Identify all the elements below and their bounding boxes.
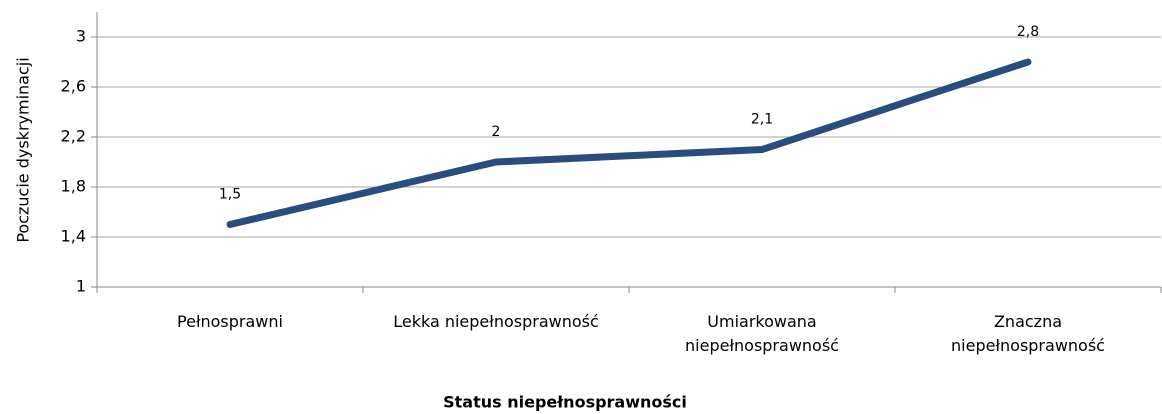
data-label: 2 [492, 124, 501, 140]
x-tick-label: Znaczna niepełnosprawność [951, 312, 1105, 355]
data-label: 2,8 [1017, 24, 1039, 40]
y-tick-label: 3 [76, 27, 86, 46]
y-tick-label: 2,2 [61, 127, 86, 146]
y-tick-label: 1,8 [61, 177, 86, 196]
y-tick-label: 1 [76, 277, 86, 296]
x-tick-label: Pełnosprawni [177, 312, 283, 331]
y-axis-title: Poczucie dyskryminacji [14, 57, 33, 242]
x-axis-title: Status niepełnosprawności [443, 393, 687, 412]
x-tick-label: Lekka niepełnosprawność [393, 312, 599, 331]
data-label: 2,1 [751, 112, 773, 128]
data-label: 1,5 [219, 187, 241, 203]
data-line [226, 58, 1032, 228]
x-tick-label: Umiarkowana niepełnosprawność [685, 312, 839, 355]
y-tick-label: 1,4 [61, 227, 86, 246]
y-tick-label: 2,6 [61, 77, 86, 96]
